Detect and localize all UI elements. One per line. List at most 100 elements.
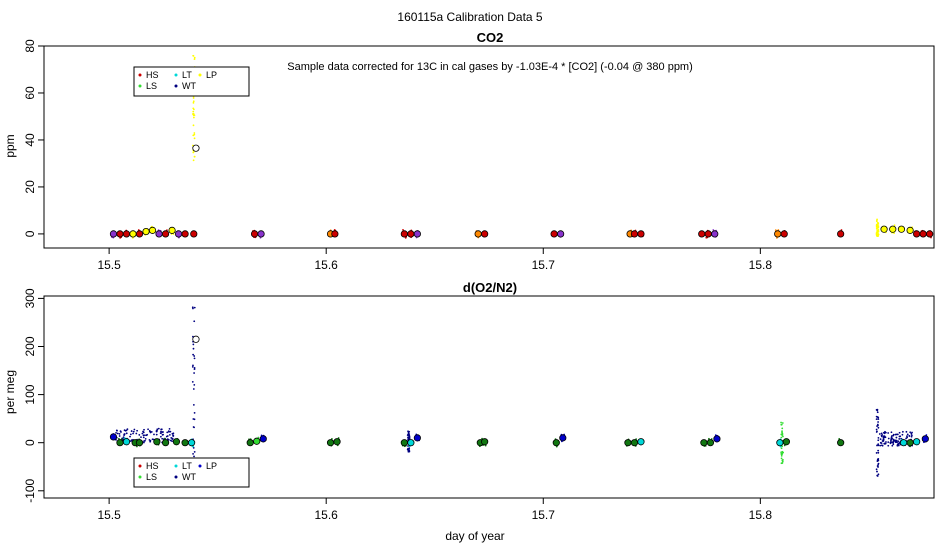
co2-data-point [122,230,131,238]
o2n2-data-point [713,435,721,443]
o2n2-spike-dot [782,451,784,454]
co2-data-point [168,226,176,234]
co2-data-point [698,230,706,238]
co2-data-point [637,230,645,238]
o2n2-cluster-dot [168,433,171,436]
o2n2-spike-dot [781,430,783,433]
co2-spike-dot [876,230,879,233]
co2-data-point [257,230,265,238]
co2-spike-dot [877,225,880,228]
co2-data-point [129,230,137,238]
co2-data-point [780,230,788,238]
o2n2-cluster-dot [115,431,117,434]
co2-data-point [550,230,558,238]
o2n2-spike-dot [876,430,878,433]
co2-xtick-label: 15.7 [532,258,556,272]
o2n2-cluster-dot [896,444,899,447]
o2n2-cluster-dot [882,438,885,441]
co2-spike-dot [877,229,880,231]
co2-spike-dot [876,221,879,224]
o2n2-data-point [900,439,908,447]
o2n2-cluster-dot [116,432,119,435]
co2-ytick-label: 40 [23,133,37,147]
o2n2-spike-dot [193,306,196,309]
o2n2-xtick-label: 15.7 [532,508,556,522]
o2n2-cluster-dot [891,441,893,444]
o2n2-data-point [700,439,708,447]
co2-spike-dot [192,100,195,103]
o2n2-xtick-label: 15.8 [749,508,773,522]
co2-spike-dot [193,58,196,61]
o2n2-cluster-dot [879,441,882,444]
o2n2-cluster-dot [125,432,128,435]
o2n2-cluster-dot [129,433,132,436]
o2n2-cluster-dot [145,434,148,437]
o2n2-cluster-dot [892,438,895,441]
o2n2-data-point [181,439,189,447]
o2n2-legend-label: LS [146,472,157,482]
o2n2-cluster-dot [890,431,893,434]
co2-spike-dot [192,116,195,119]
o2n2-spike-dot [408,435,411,438]
o2n2-raw-dot [708,437,710,440]
o2n2-data-point [161,439,170,447]
o2n2-spike-dot [407,437,410,440]
o2n2-data-point [153,438,161,446]
o2n2-ylabel: per meg [3,370,17,414]
co2-spike-dot [192,110,195,113]
co2-legend-label: HS [146,70,159,80]
o2n2-data-point [172,438,181,446]
o2n2-data-point [333,438,341,446]
co2-spike-dot [193,133,196,136]
o2n2-ytick-label: 100 [23,384,37,404]
co2-legend-label: LS [146,81,157,91]
o2n2-legend-label: LP [206,461,217,471]
o2n2-spike-dot [191,365,194,368]
o2n2-spike-dot [877,473,880,476]
o2n2-cluster-dot [898,431,901,434]
o2n2-cluster-dot [144,438,147,440]
o2n2-cluster-dot [118,432,121,435]
o2n2-data-point [630,439,639,447]
o2n2-cluster-dot [882,431,885,434]
co2-spike-dot [193,137,196,140]
o2n2-spike-dot [193,357,196,360]
o2n2-data-point [906,439,914,447]
o2n2-xtick-label: 15.5 [97,508,121,522]
co2-spike-dot [192,124,195,127]
o2n2-cluster-dot [910,434,913,437]
o2n2-spike-dot [192,343,195,346]
co2-data-point [161,230,170,238]
co2-raw-dot [402,229,404,231]
co2-data-point [135,230,144,238]
o2n2-spike-dot [408,430,411,433]
o2n2-data-point [481,438,489,446]
o2n2-legend-marker [138,475,142,479]
o2n2-cluster-dot [130,430,133,432]
co2-chart-title: CO2 [477,30,504,45]
o2n2-spike-dot [780,421,782,424]
co2-legend-label: LP [206,70,217,80]
x-axis-label: day of year [445,529,504,543]
o2n2-cluster-dot [909,431,912,434]
o2n2-cluster-dot [898,438,901,440]
o2n2-xtick-label: 15.6 [315,508,339,522]
o2n2-data-point [122,438,131,446]
o2n2-cluster-dot [910,435,913,438]
o2n2-spike-dot [875,418,878,421]
o2n2-data-point [559,434,567,442]
o2n2-data-point [413,434,421,442]
o2n2-spike-dot [781,459,784,461]
o2n2-cluster-dot [884,436,887,439]
o2n2-cluster-dot [892,443,895,446]
o2n2-spike-dot [875,452,878,454]
o2n2-spike-dot [192,446,195,449]
o2n2-cluster-dot [136,429,139,432]
figure-title: 160115a Calibration Data 5 [397,10,543,24]
co2-data-point [181,230,189,238]
co2-data-point [174,230,183,238]
o2n2-cluster-dot [129,440,132,443]
o2n2-data-point [921,435,929,443]
o2n2-data-point [326,439,335,447]
